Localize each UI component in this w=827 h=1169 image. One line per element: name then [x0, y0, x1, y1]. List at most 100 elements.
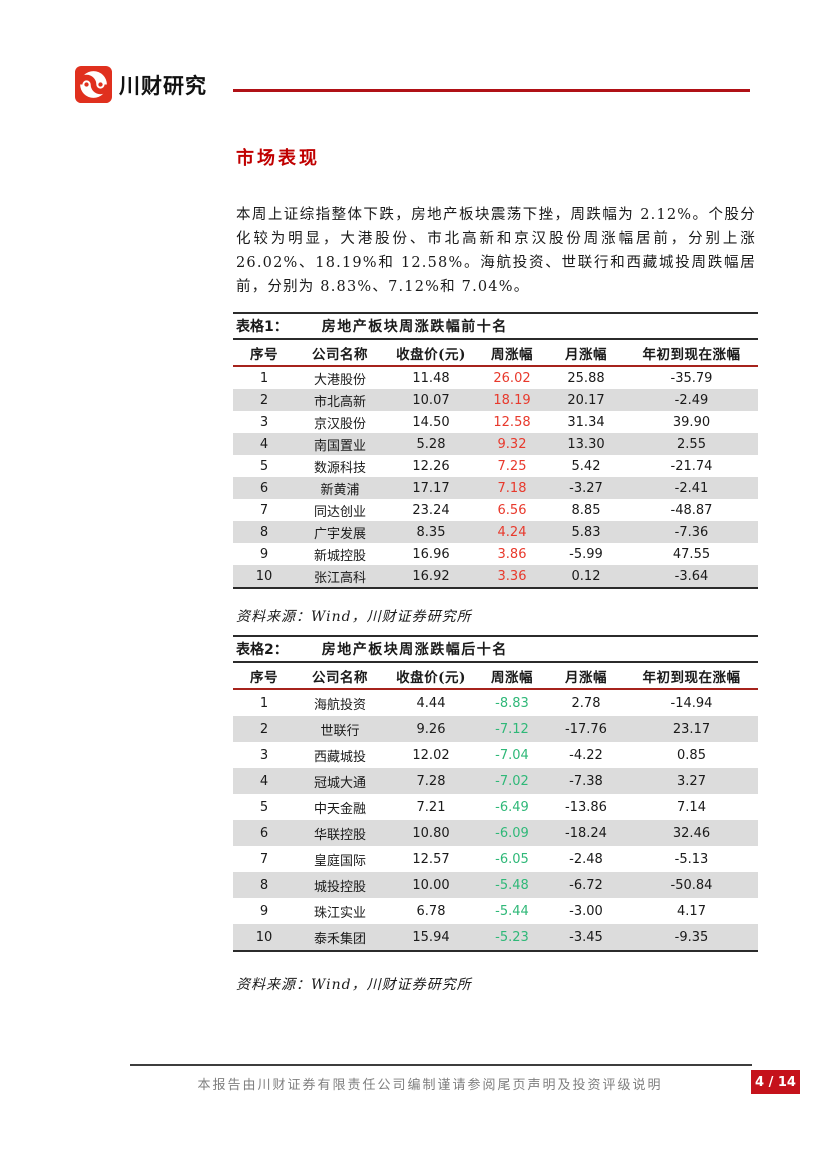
row-seq: 1 — [259, 695, 269, 711]
brand-name: 川财研究 — [119, 73, 207, 98]
month-change: -3.27 — [569, 480, 603, 496]
close-price: 12.02 — [412, 747, 450, 763]
table-row: 5 数源科技 12.26 7.25 5.42 -21.74 — [233, 455, 758, 477]
ytd-change: -14.94 — [670, 695, 713, 711]
week-change: -7.02 — [495, 773, 529, 789]
table-row: 6 新黄浦 17.17 7.18 -3.27 -2.41 — [233, 477, 758, 499]
table-caption: 表格1： 房地产板块周涨跌幅前十名 — [233, 314, 758, 340]
table-weekly-gainers: 表格1： 房地产板块周涨跌幅前十名 序号 公司名称 收盘价(元) 周涨幅 月涨幅… — [233, 312, 758, 589]
row-seq: 8 — [259, 877, 269, 893]
table-row: 3 西藏城投 12.02 -7.04 -4.22 0.85 — [233, 742, 758, 768]
table-header-row: 序号 公司名称 收盘价(元) 周涨幅 月涨幅 年初到现在涨幅 — [233, 663, 758, 690]
close-price: 8.35 — [416, 524, 446, 540]
month-change: 5.42 — [571, 458, 601, 474]
row-seq: 9 — [259, 546, 269, 562]
ytd-change: 3.27 — [677, 773, 706, 789]
row-seq: 10 — [255, 568, 273, 584]
week-change: 6.56 — [497, 502, 527, 518]
table-caption-title: 房地产板块周涨跌幅后十名 — [321, 642, 508, 658]
column-header-week: 周涨幅 — [491, 346, 533, 363]
table-row: 2 世联行 9.26 -7.12 -17.76 23.17 — [233, 716, 758, 742]
close-price: 10.80 — [412, 825, 450, 841]
table-row: 8 城投控股 10.00 -5.48 -6.72 -50.84 — [233, 872, 758, 898]
company-name: 市北高新 — [313, 394, 366, 410]
month-change: -3.00 — [569, 903, 603, 919]
table-row: 4 冠城大通 7.28 -7.02 -7.38 3.27 — [233, 768, 758, 794]
close-price: 23.24 — [412, 502, 450, 518]
source-note: 资料来源：Wind，川财证券研究所 — [236, 609, 472, 625]
close-price: 12.57 — [412, 851, 450, 867]
ytd-change: 0.85 — [677, 747, 706, 763]
table-row: 7 同达创业 23.24 6.56 8.85 -48.87 — [233, 499, 758, 521]
table-caption-label: 表格1： — [236, 319, 288, 335]
month-change: -17.76 — [565, 721, 607, 737]
row-seq: 4 — [259, 773, 269, 789]
month-change: -4.22 — [569, 747, 603, 763]
close-price: 7.28 — [416, 773, 446, 789]
month-change: -6.72 — [569, 877, 603, 893]
month-change: -2.48 — [569, 851, 603, 867]
table-caption: 表格2： 房地产板块周涨跌幅后十名 — [233, 637, 758, 663]
header-rule — [233, 89, 750, 92]
ytd-change: -3.64 — [674, 568, 709, 584]
row-seq: 8 — [259, 524, 269, 540]
close-price: 16.96 — [412, 546, 450, 562]
close-price: 9.26 — [416, 721, 446, 737]
row-seq: 5 — [259, 799, 269, 815]
table-caption-label: 表格2： — [236, 642, 288, 658]
row-seq: 4 — [259, 436, 269, 452]
column-header-ytd: 年初到现在涨幅 — [642, 669, 741, 686]
company-name: 世联行 — [320, 723, 360, 739]
close-price: 10.00 — [412, 877, 450, 893]
week-change: -5.44 — [495, 903, 529, 919]
month-change: 5.83 — [571, 524, 601, 540]
row-seq: 2 — [259, 721, 269, 737]
week-change: 3.36 — [497, 568, 527, 584]
ytd-change: -48.87 — [670, 502, 713, 518]
table-header-row: 序号 公司名称 收盘价(元) 周涨幅 月涨幅 年初到现在涨幅 — [233, 340, 758, 367]
close-price: 10.07 — [412, 392, 450, 408]
ytd-change: -2.41 — [674, 480, 709, 496]
row-seq: 3 — [259, 747, 269, 763]
company-name: 冠城大通 — [313, 775, 366, 791]
section-title: 市场表现 — [236, 148, 320, 169]
company-name: 中天金融 — [313, 801, 366, 817]
company-name: 同达创业 — [313, 504, 366, 520]
close-price: 17.17 — [412, 480, 450, 496]
column-header-name: 公司名称 — [312, 346, 368, 363]
company-name: 华联控股 — [313, 827, 366, 843]
table-row: 10 泰禾集团 15.94 -5.23 -3.45 -9.35 — [233, 924, 758, 950]
column-header-week: 周涨幅 — [491, 669, 533, 686]
row-seq: 10 — [255, 929, 273, 945]
ytd-change: 32.46 — [672, 825, 711, 841]
close-price: 7.21 — [416, 799, 446, 815]
month-change: 20.17 — [567, 392, 605, 408]
company-name: 大港股份 — [313, 372, 366, 388]
month-change: 25.88 — [567, 370, 605, 386]
ytd-change: 47.55 — [672, 546, 711, 562]
table-body: 1 大港股份 11.48 26.02 25.88 -35.79 2 市北高新 10.07 18.1… — [233, 367, 758, 587]
ytd-change: -9.35 — [674, 929, 709, 945]
close-price: 15.94 — [412, 929, 450, 945]
table-row: 4 南国置业 5.28 9.32 13.30 2.55 — [233, 433, 758, 455]
company-name: 海航投资 — [313, 697, 366, 713]
company-name: 珠江实业 — [313, 905, 366, 921]
company-name: 皇庭国际 — [313, 853, 366, 869]
column-header-month: 月涨幅 — [565, 346, 607, 363]
table-row: 9 新城控股 16.96 3.86 -5.99 47.55 — [233, 543, 758, 565]
table-body: 1 海航投资 4.44 -8.83 2.78 -14.94 2 世联行 9.26 -7.12 -17… — [233, 690, 758, 950]
row-seq: 2 — [259, 392, 269, 408]
week-change: -8.83 — [495, 695, 529, 711]
week-change: 26.02 — [493, 370, 531, 386]
table-weekly-losers: 表格2： 房地产板块周涨跌幅后十名 序号 公司名称 收盘价(元) 周涨幅 月涨幅… — [233, 635, 758, 952]
close-price: 14.50 — [412, 414, 450, 430]
table-row: 2 市北高新 10.07 18.19 20.17 -2.49 — [233, 389, 758, 411]
week-change: 3.86 — [497, 546, 527, 562]
row-seq: 7 — [259, 502, 269, 518]
source-note: 资料来源：Wind，川财证券研究所 — [236, 977, 472, 993]
company-name: 京汉股份 — [313, 416, 366, 432]
week-change: 7.25 — [497, 458, 527, 474]
close-price: 5.28 — [416, 436, 446, 452]
week-change: 7.18 — [497, 480, 527, 496]
